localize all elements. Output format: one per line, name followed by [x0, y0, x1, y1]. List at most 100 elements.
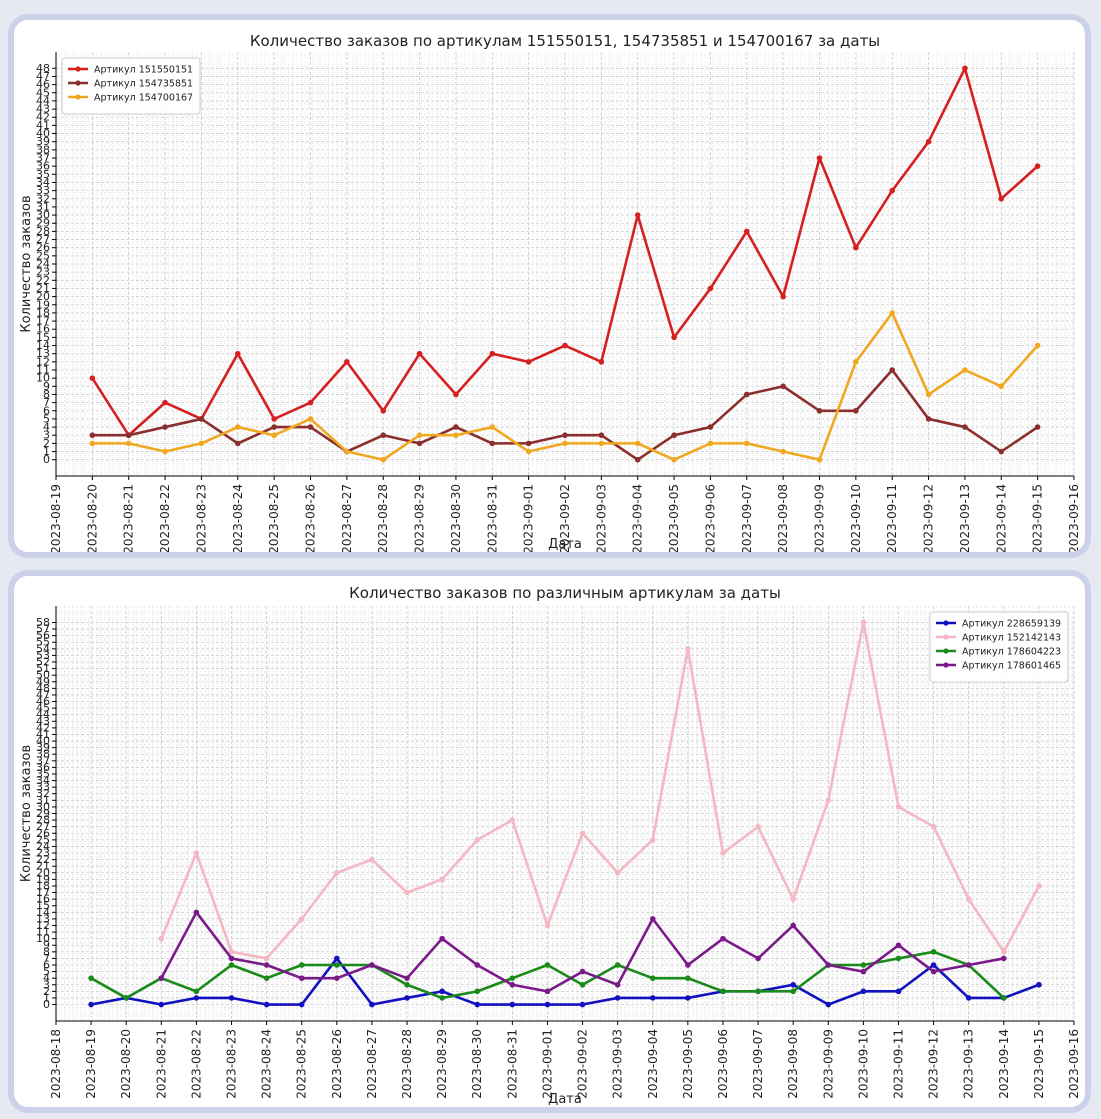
data-point	[925, 416, 932, 422]
y-tick-label: 2	[43, 985, 50, 998]
x-tick-label: 2023-08-22	[158, 484, 172, 552]
data-point	[998, 448, 1005, 455]
data-point	[707, 424, 714, 430]
y-tick-label: 21	[36, 282, 50, 295]
data-point	[579, 968, 586, 975]
data-point	[634, 456, 641, 463]
chart-panel-2: 0 1 2 3 4 5 6 7 8 9 10 11 12 13 14 15 16 17 18 19 20 21 22 23 24…	[8, 570, 1091, 1113]
data-point	[755, 955, 761, 962]
data-point	[895, 942, 902, 949]
y-tick-label: 3	[43, 429, 50, 442]
data-point	[930, 823, 937, 830]
data-point	[962, 424, 968, 430]
data-point	[895, 955, 902, 962]
data-point	[369, 1001, 375, 1008]
x-tick-label: 2023-09-15	[1032, 1029, 1046, 1099]
data-point	[634, 440, 641, 447]
data-point	[998, 383, 1005, 390]
x-tick-label: 2023-09-11	[891, 1029, 905, 1099]
data-point	[790, 922, 796, 929]
legend-label: Артикул 178601465	[962, 661, 1061, 672]
data-point	[790, 981, 796, 988]
data-point	[416, 432, 423, 439]
data-point	[298, 916, 305, 922]
y-tick-label: 16	[36, 323, 50, 336]
y-tick-label: 0	[43, 998, 50, 1011]
x-tick-label: 2023-08-31	[485, 484, 499, 552]
x-tick-label: 2023-09-12	[922, 484, 936, 552]
data-point	[962, 367, 968, 373]
y-tick-label: 12	[36, 919, 50, 932]
x-tick-label: 2023-09-06	[703, 484, 717, 552]
y-tick-label: 9	[43, 939, 50, 952]
x-tick-label: 2023-09-15	[1031, 484, 1045, 552]
data-point	[685, 995, 691, 1001]
y-tick-label: 41	[36, 119, 50, 132]
data-point	[453, 424, 459, 430]
data-point	[853, 244, 859, 251]
y-tick-label: 1	[43, 445, 50, 458]
data-point	[474, 837, 481, 843]
y-tick-label: 10	[36, 372, 50, 385]
data-point	[685, 646, 691, 652]
y-tick-label: 42	[36, 111, 50, 124]
y-tick-label: 21	[36, 860, 50, 873]
data-point	[707, 440, 714, 447]
x-tick-label: 2023-09-01	[522, 484, 536, 552]
chart-2-canvas: 0123456789101112131415161718192021222324…	[19, 584, 1081, 1107]
data-point	[439, 935, 445, 942]
data-point	[930, 962, 937, 968]
x-tick-label: 2023-09-14	[994, 484, 1008, 552]
data-point	[1000, 949, 1007, 955]
x-tick-label: 2023-09-16	[1067, 1029, 1081, 1099]
y-tick-label: 5	[43, 412, 50, 425]
data-point	[895, 988, 902, 995]
x-tick-label: 2023-08-29	[413, 484, 427, 552]
data-point	[334, 962, 340, 968]
y-tick-label: 47	[36, 688, 50, 701]
y-tick-label: 37	[36, 754, 50, 767]
data-point	[860, 962, 867, 968]
data-point	[544, 922, 551, 929]
x-tick-label: 2023-08-26	[330, 1029, 344, 1099]
y-tick-label: 32	[36, 787, 50, 800]
data-point	[198, 440, 205, 447]
y-tick-label: 20	[36, 290, 50, 303]
legend-box	[929, 611, 1069, 683]
data-point	[263, 975, 270, 981]
data-point	[334, 975, 340, 981]
legend-marker	[75, 94, 81, 100]
series-line-2	[160, 621, 1041, 960]
y-tick-label: 42	[36, 721, 50, 734]
y-tick-label: 40	[36, 127, 50, 140]
x-tick-label: 2023-08-28	[376, 484, 390, 552]
data-point	[123, 995, 130, 1001]
y-axis-title: Количество заказов	[19, 745, 34, 882]
y-tick-label: 57	[36, 623, 50, 636]
data-point	[234, 350, 241, 357]
y-tick-label: 45	[36, 86, 50, 99]
data-point	[685, 962, 691, 968]
data-point	[344, 448, 350, 455]
data-point	[228, 995, 235, 1001]
data-point	[228, 949, 235, 955]
data-point	[598, 432, 605, 439]
data-point	[474, 988, 481, 995]
data-point	[307, 399, 314, 406]
data-point	[228, 962, 235, 968]
data-point	[965, 896, 972, 902]
data-point	[649, 975, 656, 981]
y-tick-label: 50	[36, 669, 50, 682]
y-tick-label: 5	[43, 965, 50, 978]
data-point	[598, 359, 605, 365]
y-tick-label: 53	[36, 649, 50, 662]
data-point	[307, 424, 314, 430]
x-tick-label: 2023-09-02	[558, 484, 572, 552]
chart-1-canvas: 0123456789101112131415161718192021222324…	[19, 32, 1081, 552]
legend-label: Артикул 151550151	[94, 65, 193, 76]
data-point	[598, 440, 605, 447]
data-point	[525, 448, 532, 455]
y-tick-label: 30	[36, 209, 50, 222]
y-axis-title: Количество заказов	[19, 195, 34, 332]
y-tick-label: 10	[36, 932, 50, 945]
